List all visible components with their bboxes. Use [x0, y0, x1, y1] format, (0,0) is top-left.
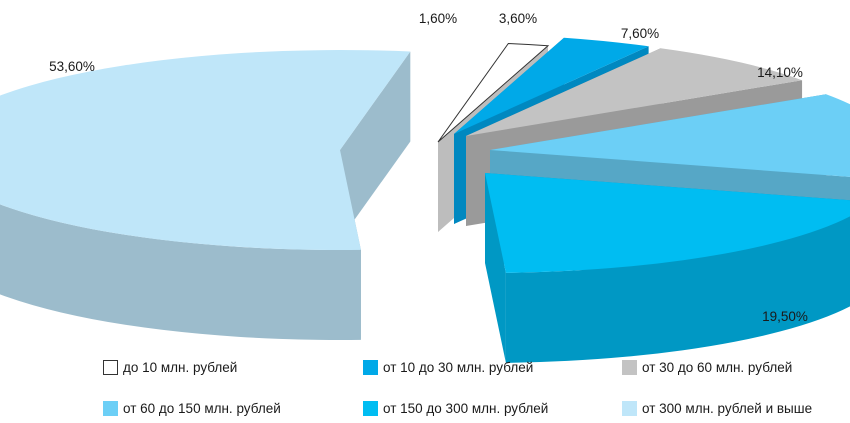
data-label-2: 3,60% — [499, 11, 537, 26]
data-label-6: 53,60% — [49, 59, 95, 74]
pie-slice-5 — [485, 173, 850, 273]
pie-slice-2 — [454, 37, 649, 134]
pie-labels: 1,60% 3,60% 7,60% 14,10% 19,50% 53,60% — [49, 11, 808, 324]
data-label-4: 14,10% — [757, 65, 803, 80]
pie-slice-4 — [490, 94, 850, 177]
pie-slice-3 — [466, 48, 803, 136]
pie-slice-1 — [437, 43, 550, 143]
pie-rim-6 — [0, 204, 361, 340]
pie-wall-5-2 — [485, 173, 506, 363]
pie-wall-6-2 — [340, 51, 411, 240]
data-label-5: 19,50% — [762, 309, 808, 324]
pie-tops — [0, 37, 850, 273]
pie-slice-6 — [0, 50, 411, 250]
data-label-3: 7,60% — [621, 26, 659, 41]
data-label-1: 1,60% — [419, 11, 457, 26]
